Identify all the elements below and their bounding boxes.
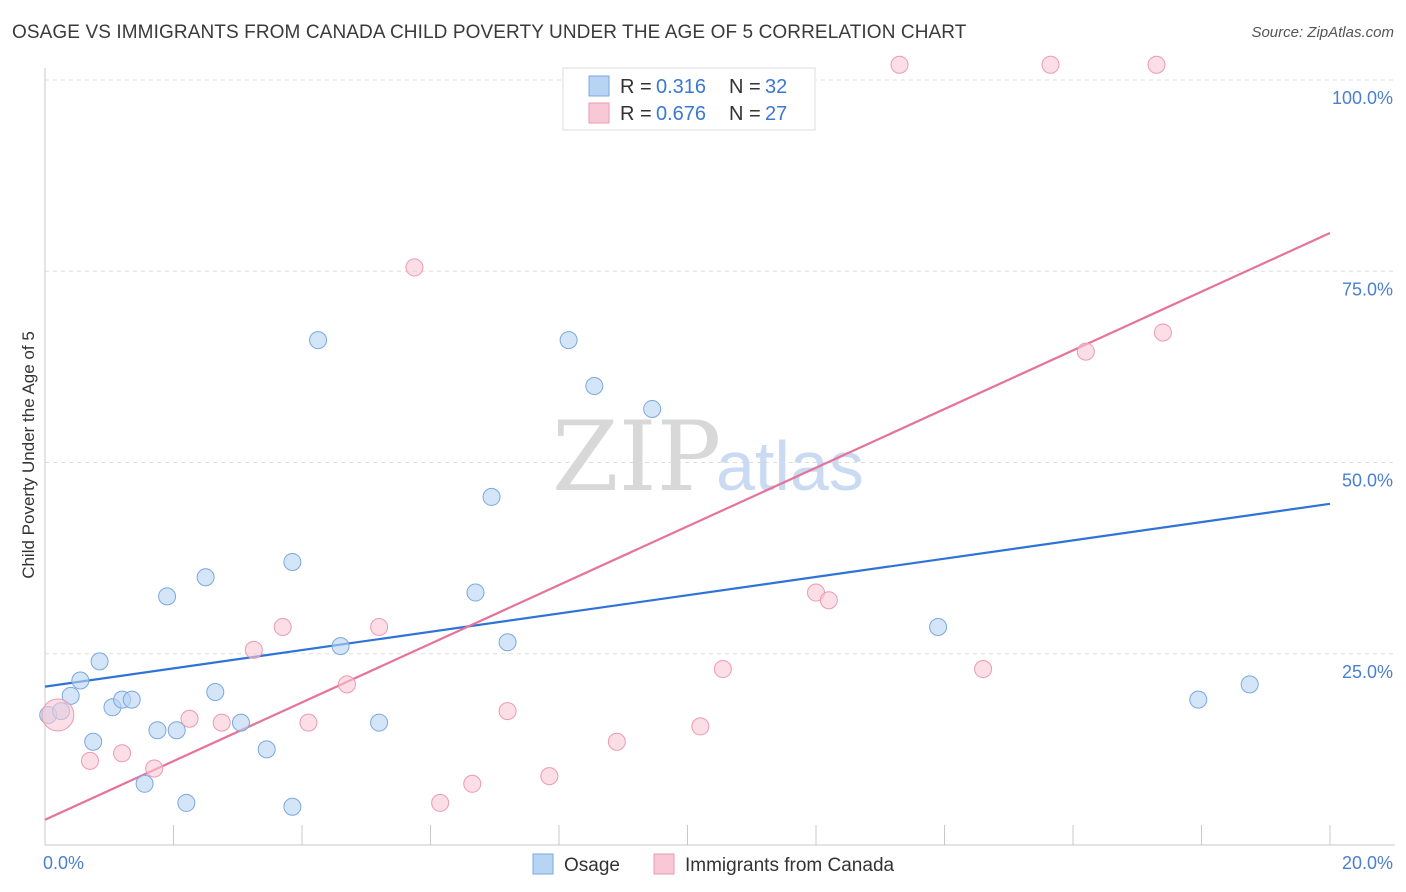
- watermark: ZIP atlas: [552, 401, 864, 513]
- osage-r-label: R =: [620, 76, 652, 98]
- canada-point: [299, 713, 318, 732]
- canada-point: [974, 660, 993, 679]
- osage-point: [158, 587, 177, 606]
- osage-point: [90, 652, 109, 671]
- canada-point: [80, 751, 99, 770]
- osage-point: [71, 671, 90, 690]
- canada-point: [1153, 323, 1172, 342]
- osage-point: [257, 740, 276, 759]
- canada-point: [370, 617, 389, 636]
- osage-point: [559, 331, 578, 350]
- y-tick-label: 50.0%: [1342, 471, 1393, 491]
- osage-n-label: N =: [729, 76, 761, 98]
- osage-point: [309, 331, 328, 350]
- y-tick-labels: 25.0% 50.0% 75.0% 100.0%: [1332, 88, 1393, 682]
- osage-r-value: 0.316: [656, 76, 706, 98]
- osage-point: [148, 721, 167, 740]
- canada-point: [405, 258, 424, 277]
- canada-point: [498, 702, 517, 721]
- osage-point: [643, 399, 662, 418]
- canada-point: [713, 660, 732, 679]
- canada-r-label: R =: [620, 103, 652, 125]
- osage-series-swatch: [532, 853, 554, 875]
- canada-point: [431, 793, 450, 812]
- canada-point: [1041, 55, 1060, 74]
- osage-point: [283, 797, 302, 816]
- osage-point: [167, 721, 186, 740]
- canada-point: [273, 617, 292, 636]
- trend-lines: [44, 231, 1331, 821]
- canada-point: [819, 591, 838, 610]
- osage-point: [585, 377, 604, 395]
- canada-point: [1147, 55, 1166, 74]
- canada-point: [180, 709, 199, 728]
- osage-point: [498, 633, 517, 652]
- canada-point: [337, 675, 356, 694]
- canada-point: [244, 640, 263, 659]
- data-points: [39, 55, 1259, 816]
- canada-series-label: Immigrants from Canada: [685, 855, 895, 876]
- x-tick-label: 20.0%: [1342, 853, 1393, 873]
- gridlines: [45, 79, 1395, 655]
- osage-point: [196, 568, 215, 587]
- osage-point: [84, 732, 103, 751]
- canada-point: [1076, 342, 1095, 361]
- canada-point: [607, 732, 626, 751]
- watermark-atlas: atlas: [716, 427, 864, 505]
- series-legend: Osage Immigrants from Canada: [532, 853, 895, 876]
- osage-trend-line: [44, 502, 1331, 688]
- canada-point: [540, 767, 559, 786]
- canada-n-label: N =: [729, 103, 761, 125]
- canada-point: [890, 55, 909, 74]
- canada-series-swatch: [653, 853, 675, 875]
- canada-trend-line: [44, 231, 1331, 821]
- osage-point: [61, 686, 80, 705]
- osage-point: [231, 713, 250, 732]
- osage-point: [331, 637, 350, 656]
- y-tick-label: 25.0%: [1342, 662, 1393, 682]
- osage-point: [466, 583, 485, 602]
- canada-point: [212, 713, 231, 732]
- y-tick-label: 75.0%: [1342, 279, 1393, 299]
- y-tick-label: 100.0%: [1332, 88, 1393, 108]
- osage-point: [370, 713, 389, 732]
- osage-n-value: 32: [765, 76, 787, 98]
- stats-legend: R = 0.316 N = 32 R = 0.676 N = 27: [562, 67, 816, 131]
- osage-point: [929, 617, 948, 636]
- canada-n-value: 27: [765, 103, 787, 125]
- watermark-zip: ZIP: [552, 401, 721, 513]
- osage-point: [135, 774, 154, 793]
- osage-series-label: Osage: [564, 855, 620, 876]
- osage-point: [122, 690, 141, 709]
- osage-point: [1189, 690, 1208, 709]
- canada-point: [145, 759, 164, 778]
- x-tick-label: 0.0%: [43, 853, 84, 873]
- osage-point: [482, 487, 501, 506]
- osage-point: [283, 552, 302, 571]
- canada-point: [463, 774, 482, 793]
- osage-point: [206, 683, 225, 701]
- chart-title: OSAGE VS IMMIGRANTS FROM CANADA CHILD PO…: [12, 22, 967, 43]
- source-label: Source: ZipAtlas.com: [1251, 24, 1394, 41]
- canada-point: [41, 698, 75, 732]
- canada-legend-swatch: [588, 102, 610, 124]
- canada-point: [691, 717, 710, 736]
- canada-point: [113, 744, 132, 763]
- x-tick-labels: 0.0% 20.0%: [43, 853, 1393, 873]
- y-axis-title: Child Poverty Under the Age of 5: [19, 331, 38, 579]
- osage-legend-swatch: [588, 75, 610, 97]
- canada-r-value: 0.676: [656, 103, 706, 125]
- osage-point: [177, 793, 196, 812]
- osage-point: [1240, 675, 1259, 694]
